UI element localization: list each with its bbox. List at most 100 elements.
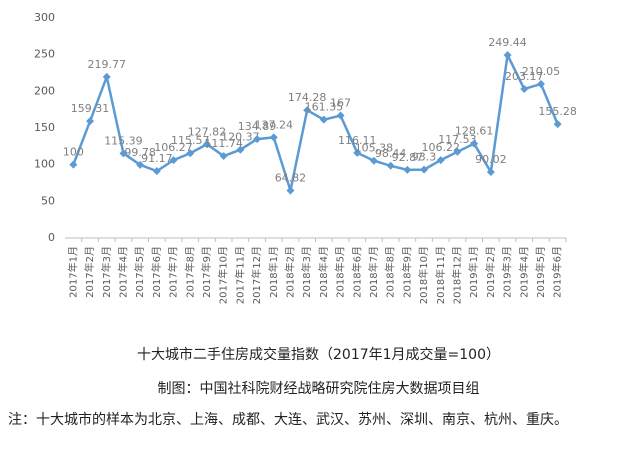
x-tick-label: 2017年7月 bbox=[167, 246, 180, 298]
data-label: 203.17 bbox=[505, 70, 544, 83]
data-label: 210.05 bbox=[522, 65, 561, 78]
marker bbox=[169, 156, 178, 165]
x-tick-label: 2018年4月 bbox=[317, 246, 330, 298]
marker bbox=[119, 149, 128, 158]
data-label: 99.78 bbox=[124, 146, 156, 159]
x-tick-label: 2018年3月 bbox=[300, 246, 313, 298]
y-tick-label: 100 bbox=[34, 158, 55, 171]
x-tick-label: 2019年4月 bbox=[517, 246, 530, 298]
y-tick-label: 150 bbox=[34, 121, 55, 134]
marker bbox=[136, 160, 145, 169]
y-tick-label: 50 bbox=[41, 194, 55, 207]
data-label: 115.39 bbox=[104, 134, 143, 147]
data-label: 91.17 bbox=[141, 152, 173, 165]
marker bbox=[102, 72, 111, 81]
marker bbox=[420, 165, 429, 174]
data-label: 167 bbox=[330, 97, 351, 110]
marker bbox=[386, 161, 395, 170]
x-tick-label: 2018年10月 bbox=[417, 246, 430, 304]
x-tick-label: 2019年6月 bbox=[551, 246, 564, 298]
x-tick-label: 2017年9月 bbox=[200, 246, 213, 298]
data-label: 127.82 bbox=[188, 125, 227, 138]
marker bbox=[269, 133, 278, 142]
marker bbox=[536, 79, 545, 88]
marker bbox=[403, 165, 412, 174]
marker bbox=[286, 186, 295, 195]
data-label: 115.57 bbox=[171, 134, 210, 147]
data-label: 134.89 bbox=[238, 120, 277, 133]
marker bbox=[353, 148, 362, 157]
x-tick-label: 2018年6月 bbox=[350, 246, 363, 298]
data-label: 111.74 bbox=[204, 137, 243, 150]
data-label: 128.61 bbox=[455, 125, 494, 138]
x-tick-label: 2019年3月 bbox=[501, 246, 514, 298]
x-tick-label: 2017年6月 bbox=[150, 246, 163, 298]
marker bbox=[186, 149, 195, 158]
marker bbox=[486, 167, 495, 176]
data-label: 106.22 bbox=[422, 141, 461, 154]
marker bbox=[236, 145, 245, 154]
marker bbox=[553, 120, 562, 129]
data-label: 219.77 bbox=[88, 58, 127, 71]
marker bbox=[202, 140, 211, 149]
x-tick-label: 2017年2月 bbox=[83, 246, 96, 298]
data-label: 159.31 bbox=[71, 102, 110, 115]
data-label: 98.44 bbox=[375, 147, 407, 160]
y-tick-label: 250 bbox=[34, 48, 55, 61]
data-label: 137.24 bbox=[255, 118, 294, 131]
marker bbox=[453, 147, 462, 156]
data-label: 249.44 bbox=[488, 36, 527, 49]
chart-caption: 制图：中国社科院财经战略研究院住房大数据项目组 bbox=[157, 381, 480, 397]
marker bbox=[253, 135, 262, 144]
x-tick-label: 2019年5月 bbox=[534, 246, 547, 298]
x-tick-label: 2017年5月 bbox=[133, 246, 146, 298]
marker bbox=[303, 106, 312, 115]
x-tick-label: 2017年12月 bbox=[250, 246, 263, 304]
marker bbox=[470, 139, 479, 148]
data-label: 64.82 bbox=[275, 171, 307, 184]
x-tick-label: 2017年4月 bbox=[116, 246, 129, 298]
data-label: 120.37 bbox=[221, 131, 260, 144]
chart-title: 十大城市二手住房成交量指数（2017年1月成交量=100） bbox=[137, 347, 500, 363]
data-label: 93.3 bbox=[412, 151, 437, 164]
x-tick-label: 2018年7月 bbox=[367, 246, 380, 298]
data-label: 155.28 bbox=[538, 105, 577, 118]
series-line bbox=[72, 50, 559, 196]
marker bbox=[520, 85, 529, 94]
x-tick-label: 2017年11月 bbox=[233, 246, 246, 304]
x-tick-label: 2018年1月 bbox=[267, 246, 280, 298]
marker bbox=[436, 156, 445, 165]
x-tick-label: 2018年8月 bbox=[384, 246, 397, 298]
y-tick-label: 200 bbox=[34, 84, 55, 97]
x-tick-label: 2017年10月 bbox=[217, 246, 230, 304]
y-tick-label: 300 bbox=[34, 11, 55, 24]
data-label: 174.28 bbox=[288, 91, 327, 104]
data-label: 106.27 bbox=[154, 141, 193, 154]
data-label: 117.53 bbox=[438, 133, 477, 146]
data-label: 105.38 bbox=[355, 142, 394, 155]
marker bbox=[152, 167, 161, 176]
chart-note: 注：十大城市的样本为北京、上海、成都、大连、武汉、苏州、深圳、南京、杭州、重庆。 bbox=[8, 412, 568, 428]
data-label: 161.35 bbox=[305, 101, 344, 114]
data-label: 90.02 bbox=[475, 153, 507, 166]
marker bbox=[369, 156, 378, 165]
x-tick-label: 2018年12月 bbox=[450, 246, 463, 304]
marker bbox=[503, 51, 512, 60]
x-tick-label: 2019年2月 bbox=[484, 246, 497, 298]
x-tick-label: 2017年8月 bbox=[183, 246, 196, 298]
marker bbox=[86, 117, 95, 126]
x-tick-label: 2017年1月 bbox=[66, 246, 79, 298]
marker bbox=[219, 152, 228, 161]
data-label: 100 bbox=[63, 146, 84, 159]
marker bbox=[319, 115, 328, 124]
y-tick-label: 0 bbox=[48, 231, 55, 244]
x-tick-label: 2018年9月 bbox=[400, 246, 413, 298]
x-tick-label: 2019年1月 bbox=[467, 246, 480, 298]
data-label: 116.11 bbox=[338, 134, 377, 147]
marker bbox=[336, 111, 345, 120]
x-tick-label: 2017年3月 bbox=[100, 246, 113, 298]
data-label: 92.87 bbox=[392, 151, 424, 164]
x-tick-label: 2018年5月 bbox=[334, 246, 347, 298]
